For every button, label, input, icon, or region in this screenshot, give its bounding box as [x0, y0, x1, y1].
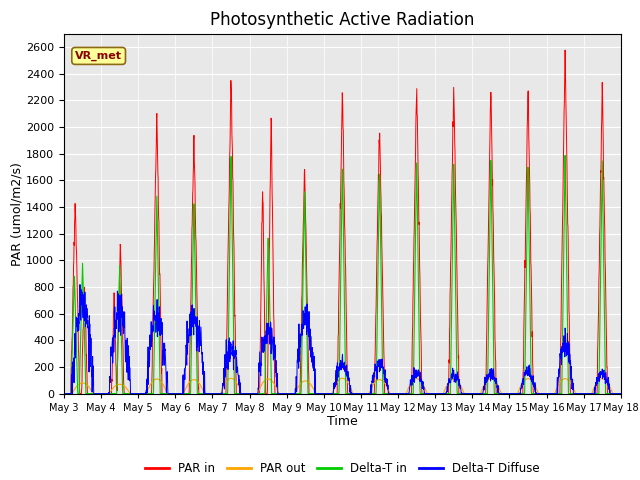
Delta-T Diffuse [568, 385, 575, 391]
Delta-T Diffuse [76, 282, 84, 288]
Delta-T Diffuse [216, 391, 223, 396]
Delta-T in [617, 391, 625, 396]
PAR in [358, 391, 366, 396]
Delta-T in [216, 391, 223, 396]
PAR in [60, 391, 68, 396]
PAR out [359, 391, 367, 396]
PAR in [504, 391, 512, 396]
Delta-T Diffuse [371, 366, 379, 372]
PAR in [216, 391, 223, 396]
PAR out [227, 375, 235, 381]
Delta-T in [371, 391, 378, 396]
PAR in [617, 391, 625, 396]
Y-axis label: PAR (umol/m2/s): PAR (umol/m2/s) [10, 162, 23, 265]
Title: Photosynthetic Active Radiation: Photosynthetic Active Radiation [210, 11, 475, 29]
PAR out [584, 391, 591, 396]
Delta-T in [561, 153, 569, 158]
PAR out [371, 380, 379, 385]
PAR in [568, 391, 575, 396]
Line: Delta-T Diffuse: Delta-T Diffuse [64, 285, 621, 394]
Line: Delta-T in: Delta-T in [64, 156, 621, 394]
Legend: PAR in, PAR out, Delta-T in, Delta-T Diffuse: PAR in, PAR out, Delta-T in, Delta-T Dif… [140, 457, 545, 480]
Delta-T in [568, 391, 575, 396]
PAR in [584, 391, 591, 396]
Text: VR_met: VR_met [75, 51, 122, 61]
Delta-T in [504, 391, 512, 396]
Delta-T Diffuse [60, 391, 68, 396]
X-axis label: Time: Time [327, 415, 358, 429]
Line: PAR in: PAR in [64, 50, 621, 394]
PAR out [60, 391, 68, 396]
Delta-T Diffuse [584, 391, 591, 396]
Line: PAR out: PAR out [64, 378, 621, 394]
Delta-T Diffuse [504, 391, 512, 396]
PAR in [561, 47, 569, 53]
Delta-T Diffuse [359, 391, 367, 396]
PAR out [617, 391, 625, 396]
Delta-T in [60, 391, 68, 396]
PAR out [504, 391, 512, 396]
PAR out [568, 382, 575, 388]
PAR out [216, 391, 223, 396]
PAR in [371, 385, 378, 391]
Delta-T in [358, 391, 366, 396]
Delta-T in [584, 391, 591, 396]
Delta-T Diffuse [617, 391, 625, 396]
